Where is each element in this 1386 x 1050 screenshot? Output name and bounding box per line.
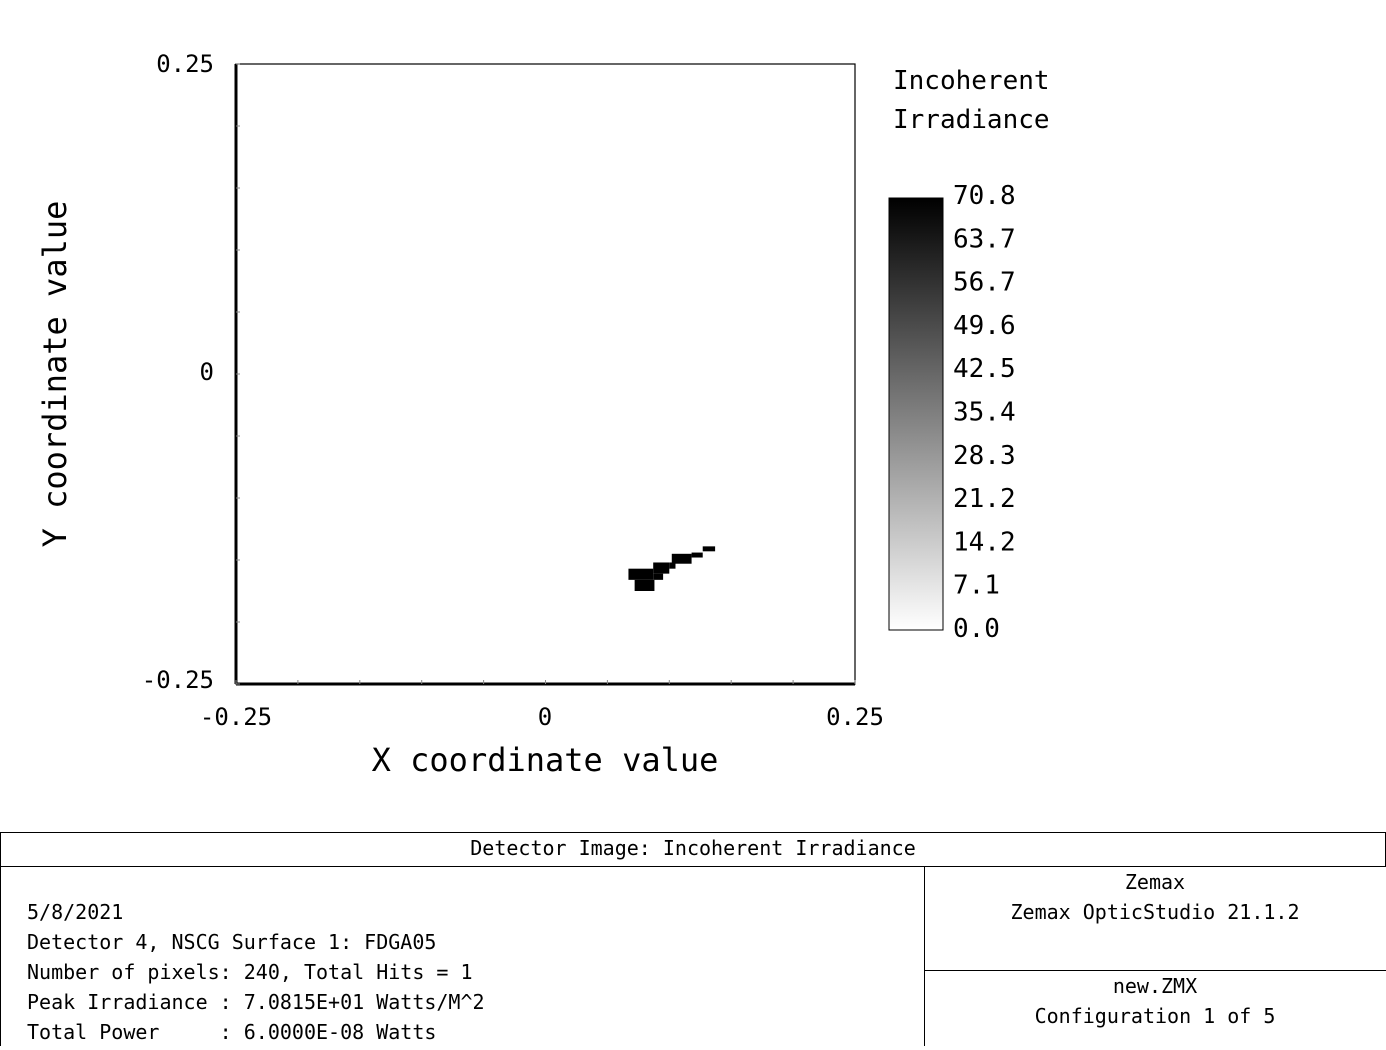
plot-area: [235, 63, 856, 685]
info-total-power: Total Power : 6.0000E-08 Watts: [27, 1020, 437, 1044]
hit-pixel: [691, 552, 703, 558]
hit-pixel: [653, 573, 664, 580]
footer-title: Detector Image: Incoherent Irradiance: [0, 832, 1386, 867]
info-peak-irradiance: Peak Irradiance : 7.0815E+01 Watts/M^2: [27, 990, 485, 1014]
colorbar-tick-label: 56.7: [953, 268, 1016, 298]
info-pixels: Number of pixels: 240, Total Hits = 1: [27, 960, 473, 984]
info-detector: Detector 4, NSCG Surface 1: FDGA05: [27, 930, 437, 954]
colorbar-tick-label: 42.5: [953, 354, 1016, 384]
detector-plot: 0.25 0 -0.25 -0.25 0 0.25 X coordinate v…: [36, 50, 1050, 779]
x-tick-label-left: -0.25: [200, 703, 272, 731]
colorbar-tick-label: 70.8: [953, 181, 1016, 211]
colorbar-tick-label: 28.3: [953, 441, 1016, 471]
info-footer: Detector Image: Incoherent Irradiance 5/…: [0, 832, 1386, 1046]
colorbar-tick-label: 35.4: [953, 398, 1016, 428]
info-date: 5/8/2021: [27, 900, 124, 924]
hit-pixel: [634, 579, 655, 591]
x-tick-label-right: 0.25: [826, 703, 884, 731]
x-axis-label: X coordinate value: [372, 741, 719, 779]
colorbar-tick-label: 63.7: [953, 224, 1016, 254]
x-tick-label-mid: 0: [538, 703, 552, 731]
y-tick-label-mid: 0: [200, 358, 214, 386]
footer-info-panel: 5/8/2021 Detector 4, NSCG Surface 1: FDG…: [0, 866, 925, 1046]
footer-software-panel: Zemax Zemax OpticStudio 21.1.2: [924, 866, 1386, 971]
colorbar-labels: 70.8 63.7 56.7 49.6 42.5 35.4 28.3 21.2 14.2 7.1 0…: [953, 181, 1016, 644]
colorbar-tick-label: 49.6: [953, 311, 1016, 341]
file-name: new.ZMX: [1112, 974, 1198, 998]
configuration-label: Configuration 1 of 5: [1034, 1004, 1276, 1028]
hit-pixel: [669, 562, 676, 569]
company-name: Zemax: [1124, 870, 1186, 894]
hit-pixel: [702, 546, 716, 552]
colorbar-title-line-1: Incoherent: [893, 66, 1050, 96]
y-axis-label: Y coordinate value: [36, 201, 74, 548]
colorbar-tick-label: 14.2: [953, 527, 1016, 557]
hit-pixel: [671, 553, 692, 564]
minor-ticks: [235, 63, 856, 685]
colorbar-title-line-2: Irradiance: [893, 105, 1050, 135]
colorbar: [888, 197, 944, 631]
y-tick-label-top: 0.25: [156, 50, 214, 78]
colorbar-tick-label: 21.2: [953, 484, 1016, 514]
hits-layer: [628, 546, 716, 591]
colorbar-tick-label: 7.1: [953, 571, 1000, 601]
colorbar-tick-label: 0.0: [953, 614, 1000, 644]
y-tick-label-bottom: -0.25: [142, 666, 214, 694]
software-version: Zemax OpticStudio 21.1.2: [1010, 900, 1300, 924]
footer-file-panel: new.ZMX Configuration 1 of 5: [924, 970, 1386, 1050]
hit-pixel: [628, 568, 654, 580]
hit-pixel: [653, 562, 670, 574]
